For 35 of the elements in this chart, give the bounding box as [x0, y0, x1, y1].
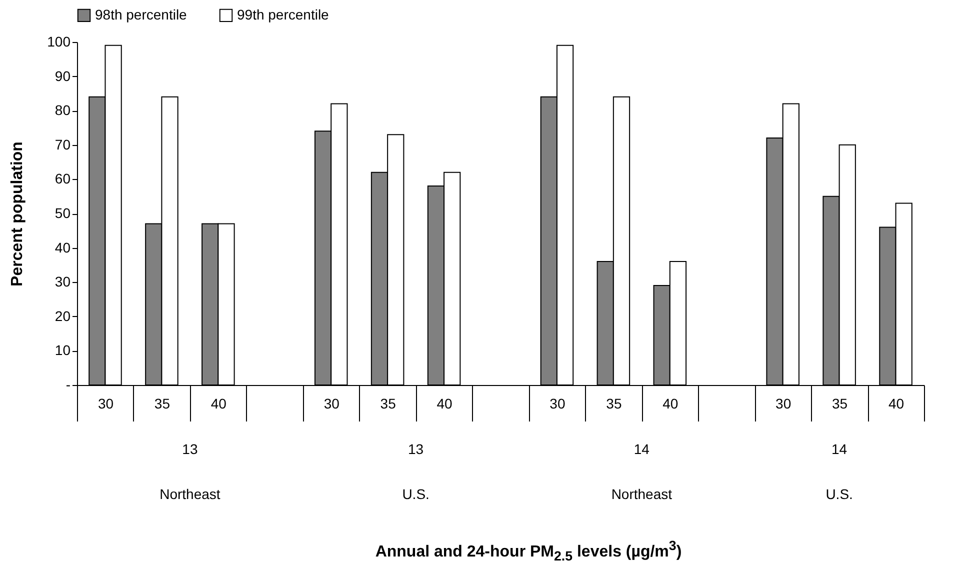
x-tick-label: 30: [776, 396, 792, 412]
legend-label: 99th percentile: [237, 6, 330, 22]
text: Northeast: [611, 486, 672, 502]
x-tick-label: 40: [888, 396, 904, 412]
y-tick-label: 100: [47, 34, 71, 50]
y-tick-label: -: [66, 376, 71, 392]
x-tick-label: 35: [606, 396, 622, 412]
text: Annual and 24-hour PM$_{2.5}$ levels (µg/m$^{3}$): [374, 538, 683, 564]
x-tick-label: 35: [154, 396, 170, 412]
y-tick-label: 20: [54, 308, 71, 324]
y-tick-label: 60: [54, 170, 71, 187]
text: 13: [408, 441, 424, 457]
y-tick-label: 40: [54, 239, 71, 256]
x-tick-label: 35: [832, 396, 848, 412]
x-tick-label: 40: [662, 396, 678, 412]
text: 14: [832, 441, 848, 457]
y-tick-label: 30: [54, 274, 71, 290]
x-tick-label: 40: [210, 396, 227, 412]
text: 13: [182, 441, 198, 457]
x-tick-label: 30: [324, 396, 340, 412]
y-axis-title: Percent population: [9, 142, 26, 286]
text: U.S.: [826, 486, 853, 502]
y-tick-label: 90: [54, 68, 71, 84]
y-tick-label: 50: [54, 205, 71, 221]
text: 14: [634, 441, 650, 457]
y-tick-label: 70: [54, 136, 71, 152]
x-tick-label: 35: [380, 396, 396, 412]
legend-label: 98th percentile: [95, 6, 188, 22]
x-tick-label: 30: [98, 396, 114, 412]
y-tick-label: 80: [54, 102, 71, 118]
text: Northeast: [160, 486, 220, 502]
x-tick-label: 30: [550, 396, 566, 412]
y-tick-label: 10: [54, 342, 71, 358]
text: U.S.: [402, 486, 430, 502]
x-tick-label: 40: [436, 396, 453, 412]
